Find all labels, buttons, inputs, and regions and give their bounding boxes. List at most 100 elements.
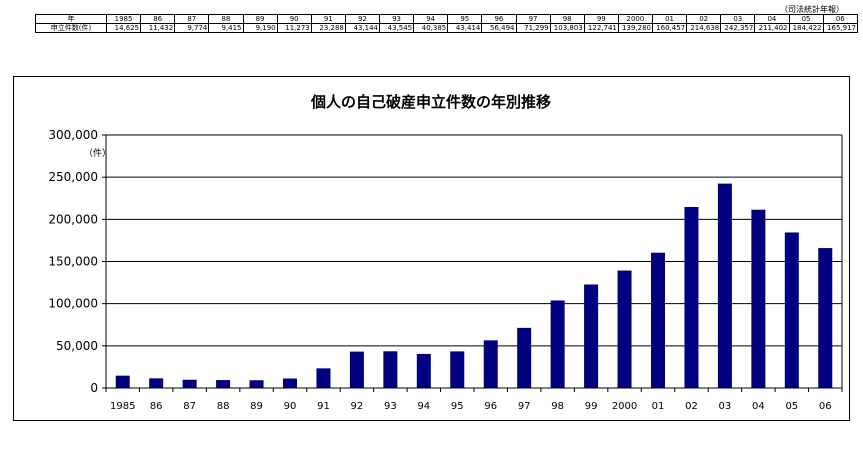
table-row-years: 年 1985 86 87 88 89 90 91 92 93 94 95 96 97 98 99 2000 01… (35, 14, 859, 24)
y-tick-label: 200,000 (48, 212, 98, 226)
table-year-cell: 91 (310, 14, 346, 24)
table-count-cell: 184,422 (788, 23, 824, 33)
table-year-cell: 04 (754, 14, 790, 24)
y-tick-label: 250,000 (48, 170, 98, 184)
table-count-cell: 43,144 (344, 23, 381, 33)
table-year-cell: 95 (447, 14, 483, 24)
chart-title: 個人の自己破産申立件数の年別推移 (310, 93, 551, 111)
x-tick-label: 96 (484, 401, 497, 412)
bar-96 (483, 340, 498, 388)
x-tick-label: 05 (785, 401, 798, 412)
x-tick-label: 01 (652, 401, 665, 412)
x-tick-label: 90 (284, 401, 297, 412)
bar-95 (450, 351, 465, 388)
table-year-cell: 99 (583, 14, 619, 24)
bar-91 (316, 368, 331, 388)
table-count-cell: 11,432 (140, 23, 176, 33)
table-year-cell: 88 (208, 14, 244, 24)
x-tick-label: 97 (518, 401, 531, 412)
y-tick-label: 100,000 (48, 297, 98, 311)
table-year-cell: 96 (481, 14, 517, 24)
x-tick-label: 02 (685, 401, 698, 412)
x-tick-label: 06 (819, 401, 832, 412)
x-tick-label: 04 (752, 401, 765, 412)
table-count-cell: 242,357 (720, 23, 756, 33)
bar-06 (818, 248, 833, 388)
y-tick-labels: 0 50,000 100,000 150,000 200,000 250,000 300,0… (48, 128, 98, 395)
x-tick-label: 03 (719, 401, 732, 412)
bar-90 (283, 378, 297, 388)
x-tick-label: 89 (250, 401, 263, 412)
table-year-cell: 2000 (617, 14, 654, 24)
table-count-cell: 103,803 (549, 23, 585, 33)
table-count-cell: 9,774 (174, 23, 210, 33)
x-tick-label: 94 (417, 401, 430, 412)
x-tick-label: 98 (551, 401, 564, 412)
table-year-cell: 06 (822, 14, 859, 24)
table-count-cell: 139,280 (617, 23, 654, 33)
bar-87 (182, 379, 197, 388)
bar-99 (584, 284, 599, 388)
x-tick-label: 92 (351, 401, 364, 412)
table-row-counts: 申立件数(件) 14,625 11,432 9,774 9,415 9,190 11,27… (35, 23, 859, 33)
bar-94 (416, 353, 431, 388)
x-tick-label: 91 (317, 401, 330, 412)
x-tick-label: 87 (183, 401, 196, 412)
table-count-cell: 43,414 (447, 23, 483, 33)
table-count-cell: 23,288 (310, 23, 346, 33)
table-year-cell: 1985 (105, 14, 142, 24)
x-tick-label: 86 (150, 401, 163, 412)
x-tick-label: 1985 (110, 401, 135, 412)
table-count-cell: 165,917 (822, 23, 859, 33)
chart-frame: 個人の自己破産申立件数の年別推移 0 50,000 100,000 150,000 20… (13, 76, 850, 421)
bar-03 (717, 183, 732, 388)
table-count-cell: 43,545 (378, 23, 415, 33)
bar-86 (149, 378, 164, 388)
x-tick-label: 2000 (612, 401, 637, 412)
bar-01 (651, 252, 665, 388)
data-table: 年 1985 86 87 88 89 90 91 92 93 94 95 96 97 98 99 2000 01… (35, 14, 859, 33)
source-note: （司法統計年報） (780, 5, 844, 14)
table-count-cell: 14,625 (105, 23, 142, 33)
bar-chart: 個人の自己破産申立件数の年別推移 0 50,000 100,000 150,000 20… (48, 93, 843, 412)
table-year-cell: 87 (174, 14, 210, 24)
table-year-cell: 02 (686, 14, 722, 24)
table-count-cell: 9,190 (242, 23, 278, 33)
table-count-cell: 40,385 (413, 23, 449, 33)
bar-88 (216, 380, 231, 388)
table-year-cell: 89 (242, 14, 278, 24)
bar-97 (517, 327, 532, 388)
y-tick-label: 50,000 (56, 339, 98, 353)
table-count-cell: 211,402 (754, 23, 790, 33)
y-tick-label: 0 (90, 381, 98, 395)
table-count-cell: 160,457 (651, 23, 688, 33)
table-year-cell: 93 (378, 14, 415, 24)
table-year-cell: 97 (515, 14, 551, 24)
bar-1985 (115, 375, 130, 388)
bar-02 (684, 206, 699, 388)
table-year-cell: 05 (788, 14, 824, 24)
table-year-cell: 01 (651, 14, 688, 24)
bar-92 (349, 351, 364, 388)
table-year-cell: 03 (720, 14, 756, 24)
table-count-cell: 11,273 (276, 23, 312, 33)
bar-98 (550, 300, 565, 388)
bar-05 (784, 232, 799, 388)
table-count-cell: 71,299 (515, 23, 551, 33)
count-header: 申立件数(件) (35, 23, 107, 33)
bar-93 (383, 351, 398, 388)
table-count-cell: 214,638 (686, 23, 722, 33)
bar-04 (751, 209, 766, 388)
bars (115, 183, 833, 388)
bar-89 (249, 380, 264, 388)
x-tick-label: 95 (451, 401, 464, 412)
x-tick-label: 99 (585, 401, 598, 412)
table-count-cell: 56,494 (481, 23, 517, 33)
year-header: 年 (35, 14, 107, 24)
x-tick-label: 93 (384, 401, 397, 412)
table-year-cell: 94 (413, 14, 449, 24)
axes (102, 134, 843, 392)
y-tick-label: 300,000 (48, 128, 98, 142)
table-year-cell: 86 (140, 14, 176, 24)
bar-2000 (617, 270, 632, 388)
